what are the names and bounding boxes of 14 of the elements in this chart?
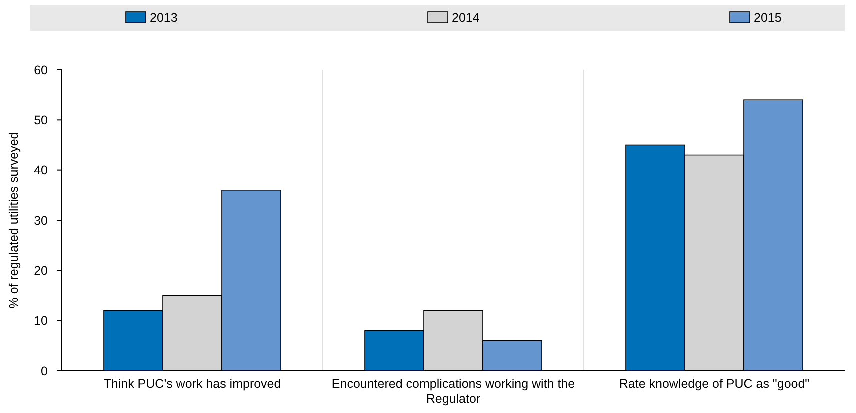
- y-axis-title: % of regulated utilities surveyed: [7, 132, 21, 309]
- y-tick-label: 40: [34, 164, 48, 178]
- y-tick-label: 0: [41, 364, 48, 378]
- y-tick-label: 20: [34, 264, 48, 278]
- x-tick-label: Rate knowledge of PUC as "good": [619, 377, 810, 391]
- y-tick-label: 30: [34, 214, 48, 228]
- y-tick-label: 50: [34, 114, 48, 128]
- x-tick-label: Encountered complications working with the Regulator: [332, 377, 576, 406]
- legend-label: 2014: [452, 11, 480, 25]
- legend-label: 2013: [150, 11, 178, 25]
- legend-label: 2015: [754, 11, 782, 25]
- x-tick-label: Think PUC's work has improved: [104, 377, 282, 391]
- y-tick-label: 60: [34, 63, 48, 78]
- y-tick-label: 10: [34, 314, 48, 328]
